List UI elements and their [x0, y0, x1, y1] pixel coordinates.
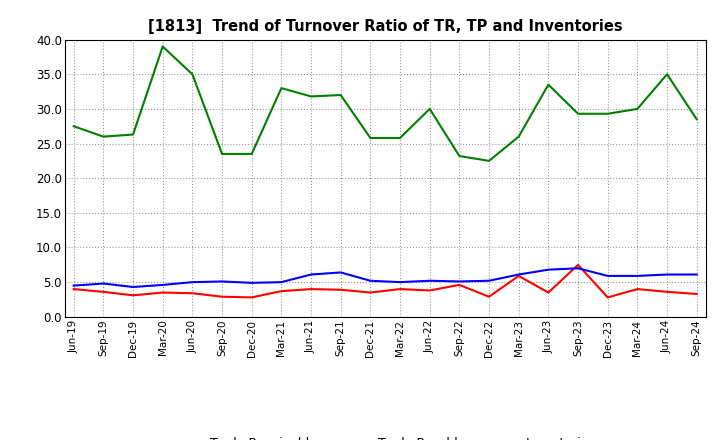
Inventories	[188, 72, 197, 77]
Trade Receivables	[455, 282, 464, 288]
Trade Receivables	[69, 286, 78, 292]
Trade Payables	[514, 272, 523, 277]
Trade Payables	[217, 279, 226, 284]
Inventories	[544, 82, 553, 87]
Trade Payables	[574, 266, 582, 271]
Inventories	[693, 117, 701, 122]
Inventories	[129, 132, 138, 137]
Trade Receivables	[396, 286, 405, 292]
Trade Payables	[248, 280, 256, 286]
Trade Receivables	[574, 262, 582, 268]
Trade Receivables	[336, 287, 345, 293]
Trade Receivables	[248, 295, 256, 300]
Trade Receivables	[633, 286, 642, 292]
Trade Receivables	[217, 294, 226, 299]
Trade Payables	[277, 279, 286, 285]
Inventories	[426, 106, 434, 111]
Inventories	[307, 94, 315, 99]
Trade Payables	[662, 272, 671, 277]
Inventories	[455, 154, 464, 159]
Trade Payables	[426, 278, 434, 283]
Inventories	[633, 106, 642, 111]
Trade Receivables	[99, 289, 108, 294]
Trade Receivables	[188, 290, 197, 296]
Trade Payables	[129, 284, 138, 290]
Trade Payables	[158, 282, 167, 288]
Trade Payables	[603, 273, 612, 279]
Trade Receivables	[158, 290, 167, 295]
Trade Payables	[366, 278, 374, 283]
Inventories	[514, 134, 523, 139]
Trade Payables	[69, 283, 78, 288]
Inventories	[485, 158, 493, 164]
Trade Payables	[544, 267, 553, 272]
Trade Receivables	[307, 286, 315, 292]
Inventories	[248, 151, 256, 157]
Trade Receivables	[485, 294, 493, 299]
Line: Trade Payables: Trade Payables	[73, 268, 697, 287]
Inventories	[574, 111, 582, 117]
Trade Receivables	[662, 289, 671, 294]
Trade Payables	[336, 270, 345, 275]
Inventories	[603, 111, 612, 117]
Line: Inventories: Inventories	[73, 47, 697, 161]
Trade Payables	[455, 279, 464, 284]
Legend: Trade Receivables, Trade Payables, Inventories: Trade Receivables, Trade Payables, Inven…	[170, 432, 600, 440]
Trade Receivables	[277, 289, 286, 294]
Trade Receivables	[426, 288, 434, 293]
Trade Payables	[188, 279, 197, 285]
Trade Receivables	[129, 293, 138, 298]
Inventories	[69, 124, 78, 129]
Trade Receivables	[693, 291, 701, 297]
Trade Receivables	[603, 295, 612, 300]
Inventories	[158, 44, 167, 49]
Trade Receivables	[366, 290, 374, 295]
Trade Payables	[99, 281, 108, 286]
Trade Payables	[396, 279, 405, 285]
Inventories	[396, 136, 405, 141]
Inventories	[336, 92, 345, 98]
Trade Receivables	[544, 290, 553, 295]
Title: [1813]  Trend of Turnover Ratio of TR, TP and Inventories: [1813] Trend of Turnover Ratio of TR, TP…	[148, 19, 623, 34]
Inventories	[217, 151, 226, 157]
Trade Payables	[633, 273, 642, 279]
Trade Payables	[307, 272, 315, 277]
Trade Payables	[485, 278, 493, 283]
Inventories	[99, 134, 108, 139]
Inventories	[277, 85, 286, 91]
Inventories	[366, 136, 374, 141]
Inventories	[662, 72, 671, 77]
Line: Trade Receivables: Trade Receivables	[73, 265, 697, 297]
Trade Receivables	[514, 273, 523, 279]
Trade Payables	[693, 272, 701, 277]
